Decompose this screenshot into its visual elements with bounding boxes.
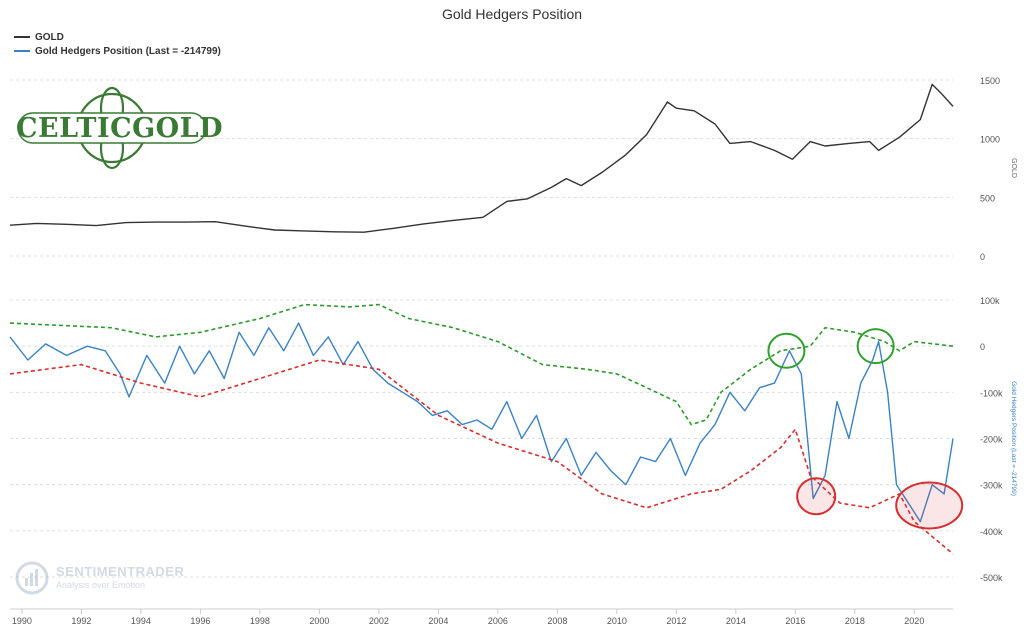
- y-tick-label-hedgers-6: 100k: [980, 296, 1000, 306]
- y-axis-label-gold: GOLD: [1010, 158, 1017, 178]
- sentimentrader-watermark: SENTIMENTRADER Analysis over Emotion: [14, 560, 204, 596]
- chart-title: Gold Hedgers Position: [441, 6, 583, 22]
- x-tick-label-1: 1992: [71, 616, 91, 626]
- y-tick-label-hedgers-5: 0: [980, 342, 985, 352]
- annotation-circle-3: [895, 481, 964, 530]
- x-tick-label-2: 1994: [131, 616, 151, 626]
- x-tick-label-15: 2020: [904, 616, 924, 626]
- x-tick-label-8: 2006: [488, 616, 508, 626]
- x-tick-label-12: 2014: [726, 616, 746, 626]
- sentimentrader-logo-icon: [15, 561, 49, 595]
- x-tick-label-3: 1996: [190, 616, 210, 626]
- x-tick-label-10: 2010: [607, 616, 627, 626]
- legend-swatch-gold: [14, 36, 30, 38]
- y-tick-label-hedgers-2: -300k: [980, 481, 1003, 491]
- x-tick-label-4: 1998: [250, 616, 270, 626]
- series-line-hedgers-2: [9, 359, 954, 555]
- logo-text: CELTICGOLD: [16, 113, 224, 144]
- x-tick-label-14: 2018: [845, 616, 865, 626]
- x-tick-label-6: 2002: [369, 616, 389, 626]
- y-tick-label-gold-0: 0: [980, 252, 985, 262]
- y-tick-label-hedgers-0: -500k: [980, 573, 1003, 583]
- y-tick-label-hedgers-1: -400k: [980, 527, 1003, 537]
- y-tick-label-hedgers-3: -200k: [980, 435, 1003, 445]
- y-tick-label-gold-2: 1000: [980, 135, 1000, 145]
- legend-swatch-hedgers: [14, 50, 30, 52]
- axes: 0 500 1000 1500 GOLD -500k -400k -300k -200k -100…: [10, 76, 1017, 626]
- series-line-gold-0: [9, 83, 954, 233]
- celticgold-logo: CELTICGOLD: [16, 86, 224, 170]
- legend-label-gold: GOLD: [35, 31, 64, 43]
- legend-item-gold[interactable]: GOLD: [14, 30, 221, 44]
- y-tick-label-gold-3: 1500: [980, 76, 1000, 86]
- annotation-circle-2: [796, 477, 837, 516]
- chart-marks: [9, 83, 954, 555]
- x-tick-label-13: 2016: [785, 616, 805, 626]
- series-line-hedgers-0: [9, 322, 954, 523]
- y-tick-label-gold-1: 500: [980, 193, 995, 203]
- y-axis-label-hedgers: Gold Hedgers Position (Last = -214799): [1010, 381, 1017, 496]
- annotation-circle-1: [856, 328, 895, 365]
- x-tick-label-9: 2008: [547, 616, 567, 626]
- celtic-knot-icon: [17, 86, 207, 170]
- x-tick-label-5: 2000: [309, 616, 329, 626]
- x-tick-label-7: 2004: [428, 616, 448, 626]
- legend-label-hedgers: Gold Hedgers Position (Last = -214799): [35, 45, 221, 57]
- annotation-circle-0: [767, 332, 806, 369]
- series-line-hedgers-1: [9, 303, 954, 426]
- annotation-layer: [767, 328, 964, 530]
- x-tick-label-11: 2012: [666, 616, 686, 626]
- legend-item-hedgers[interactable]: Gold Hedgers Position (Last = -214799): [14, 44, 221, 58]
- x-tick-label-0: 1990: [12, 616, 32, 626]
- legend[interactable]: GOLD Gold Hedgers Position (Last = -2147…: [14, 30, 221, 58]
- watermark-name: SENTIMENTRADER: [56, 564, 185, 579]
- y-tick-label-hedgers-4: -100k: [980, 388, 1003, 398]
- watermark-tagline: Analysis over Emotion: [56, 580, 146, 590]
